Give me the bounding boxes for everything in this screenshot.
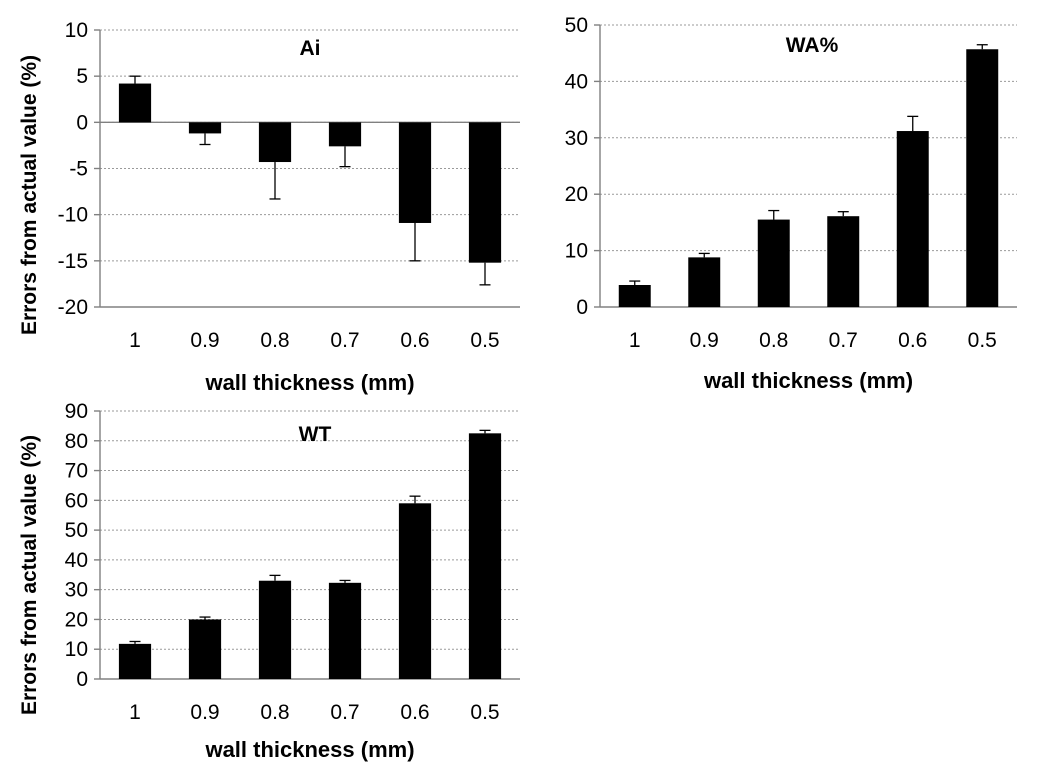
chart-title: WA% bbox=[786, 34, 839, 57]
chart-wt: 0 10 20 30 40 50 60 70 80 90 1 0.9 0.8 0.7 0.6 0.5 WT wal… bbox=[65, 400, 520, 762]
x-tick-label: 0.5 bbox=[470, 329, 499, 352]
bar bbox=[118, 83, 152, 123]
bar bbox=[258, 580, 292, 679]
chart-ai: -20 -15 -10 -5 0 5 10 1 0.9 0.8 0.7 0.6 0.5 Ai wall th… bbox=[58, 19, 520, 395]
y-tick-label: -20 bbox=[58, 296, 88, 319]
y-tick-label: 50 bbox=[565, 14, 588, 37]
bar bbox=[258, 122, 292, 163]
x-tick-label: 0.7 bbox=[330, 701, 359, 724]
bar bbox=[188, 122, 222, 134]
y-tick-label: 70 bbox=[65, 460, 88, 483]
chart-title: WT bbox=[299, 423, 332, 446]
bar bbox=[468, 433, 502, 679]
bar bbox=[328, 122, 362, 147]
y-axis-label-top: Errors from actual value (%) bbox=[18, 55, 41, 335]
y-tick-label: -15 bbox=[58, 250, 88, 273]
bar bbox=[757, 219, 790, 307]
bar bbox=[398, 122, 432, 223]
y-tick-label: 0 bbox=[76, 668, 88, 691]
y-tick-label: 0 bbox=[576, 296, 588, 319]
bar bbox=[966, 49, 999, 307]
x-tick-label: 0.9 bbox=[190, 329, 219, 352]
x-tick-label: 0.5 bbox=[470, 701, 499, 724]
bar bbox=[118, 643, 152, 679]
bar bbox=[896, 131, 929, 307]
bar bbox=[618, 285, 651, 307]
x-axis-label: wall thickness (mm) bbox=[204, 370, 414, 395]
bar bbox=[398, 503, 432, 679]
y-tick-label: -5 bbox=[69, 158, 88, 181]
y-tick-label: 50 bbox=[65, 519, 88, 542]
x-tick-label: 0.5 bbox=[968, 329, 997, 352]
bar bbox=[827, 216, 860, 307]
chart-wa-percent: 0 10 20 30 40 50 1 0.9 0.8 0.7 0.6 0.5 WA% wall thick… bbox=[565, 14, 1017, 393]
y-tick-label: 10 bbox=[65, 19, 88, 42]
y-axis-label-bottom: Errors from actual value (%) bbox=[18, 435, 41, 715]
x-tick-label: 1 bbox=[129, 701, 141, 724]
bar bbox=[328, 582, 362, 679]
bar bbox=[468, 122, 502, 263]
y-tick-label: 60 bbox=[65, 489, 88, 512]
x-tick-label: 0.8 bbox=[260, 329, 289, 352]
y-tick-label: 20 bbox=[65, 608, 88, 631]
x-tick-label: 0.8 bbox=[260, 701, 289, 724]
y-tick-label: 40 bbox=[565, 70, 588, 93]
y-tick-label: 30 bbox=[565, 127, 588, 150]
x-tick-label: 0.7 bbox=[829, 329, 858, 352]
y-tick-label: 0 bbox=[76, 111, 88, 134]
x-tick-label: 0.7 bbox=[330, 329, 359, 352]
bar bbox=[188, 619, 222, 679]
x-tick-label: 0.6 bbox=[400, 701, 429, 724]
y-tick-label: 80 bbox=[65, 430, 88, 453]
x-tick-label: 1 bbox=[129, 329, 141, 352]
y-tick-label: 20 bbox=[565, 183, 588, 206]
y-tick-label: 10 bbox=[65, 638, 88, 661]
y-tick-label: -10 bbox=[58, 204, 88, 227]
x-tick-label: 0.6 bbox=[898, 329, 927, 352]
x-tick-label: 0.9 bbox=[690, 329, 719, 352]
bar bbox=[688, 257, 721, 307]
y-tick-label: 40 bbox=[65, 549, 88, 572]
y-tick-label: 90 bbox=[65, 400, 88, 423]
chart-title: Ai bbox=[300, 37, 321, 60]
y-tick-label: 30 bbox=[65, 579, 88, 602]
x-tick-label: 1 bbox=[629, 329, 641, 352]
x-tick-label: 0.6 bbox=[400, 329, 429, 352]
y-tick-label: 5 bbox=[76, 65, 88, 88]
x-axis-label: wall thickness (mm) bbox=[204, 737, 414, 762]
y-tick-label: 10 bbox=[565, 240, 588, 263]
x-tick-label: 0.9 bbox=[190, 701, 219, 724]
x-axis-label: wall thickness (mm) bbox=[703, 368, 913, 393]
x-tick-label: 0.8 bbox=[759, 329, 788, 352]
